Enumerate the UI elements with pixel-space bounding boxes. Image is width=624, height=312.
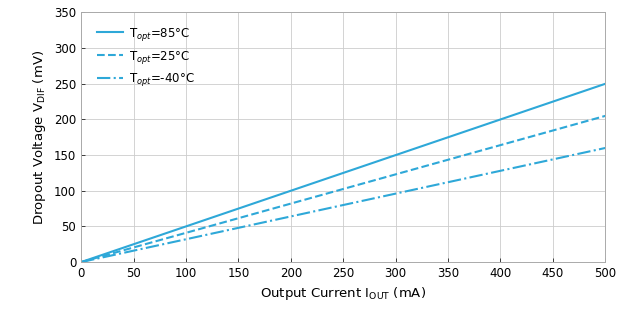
Legend: T$_{opt}$=85°C, T$_{opt}$=25°C, T$_{opt}$=-40°C: T$_{opt}$=85°C, T$_{opt}$=25°C, T$_{opt}… xyxy=(92,21,199,93)
Y-axis label: Dropout Voltage V$_{\mathrm{DIF}}$ (mV): Dropout Voltage V$_{\mathrm{DIF}}$ (mV) xyxy=(31,50,49,225)
X-axis label: Output Current I$_{\mathrm{OUT}}$ (mA): Output Current I$_{\mathrm{OUT}}$ (mA) xyxy=(260,285,426,303)
